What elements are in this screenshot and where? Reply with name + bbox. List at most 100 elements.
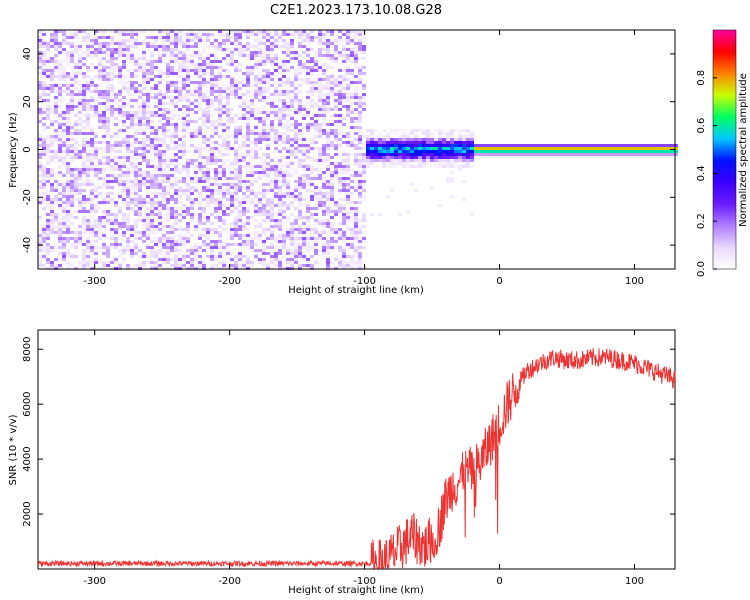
heatmap-cell xyxy=(66,156,70,159)
heatmap-cell xyxy=(214,96,218,99)
heatmap-cell xyxy=(238,186,242,189)
heatmap-cell xyxy=(262,204,266,207)
heatmap-cell xyxy=(470,165,474,168)
heatmap-cell xyxy=(194,147,198,150)
heatmap-cell xyxy=(298,186,302,189)
heatmap-cell xyxy=(334,213,338,216)
heatmap-cell xyxy=(346,138,350,141)
heatmap-cell xyxy=(110,243,114,246)
heatmap-cell xyxy=(234,120,238,123)
heatmap-cell xyxy=(494,144,498,147)
heatmap-cell xyxy=(94,51,98,54)
heatmap-cell xyxy=(54,219,58,222)
heatmap-cell xyxy=(126,201,130,204)
heatmap-cell xyxy=(110,156,114,159)
heatmap-cell xyxy=(214,228,218,231)
heatmap-cell xyxy=(74,132,78,135)
heatmap-cell xyxy=(350,78,354,81)
heatmap-cell xyxy=(282,234,286,237)
heatmap-cell xyxy=(266,135,270,138)
heatmap-cell xyxy=(130,252,134,255)
heatmap-cell xyxy=(570,147,574,150)
heatmap-cell xyxy=(178,36,182,39)
heatmap-cell xyxy=(358,51,362,54)
heatmap-cell xyxy=(38,243,42,246)
heatmap-cell xyxy=(338,183,342,186)
heatmap-cell xyxy=(150,231,154,234)
heatmap-cell xyxy=(42,72,46,75)
heatmap-cell xyxy=(86,132,90,135)
heatmap-cell xyxy=(82,156,86,159)
heatmap-cell xyxy=(446,165,450,168)
heatmap-cell xyxy=(70,45,74,48)
heatmap-cell xyxy=(226,93,230,96)
heatmap-cell xyxy=(102,246,106,249)
heatmap-cell xyxy=(422,147,426,150)
heatmap-cell xyxy=(274,261,278,264)
heatmap-cell xyxy=(194,255,198,258)
heatmap-cell xyxy=(378,213,382,216)
heatmap-cell xyxy=(202,93,206,96)
heatmap-cell xyxy=(366,153,370,156)
heatmap-cell xyxy=(178,192,182,195)
heatmap-cell xyxy=(270,45,274,48)
heatmap-cell xyxy=(282,93,286,96)
heatmap-cell xyxy=(58,234,62,237)
heatmap-cell xyxy=(90,162,94,165)
heatmap-cell xyxy=(362,216,366,219)
heatmap-cell xyxy=(258,30,262,33)
heatmap-cell xyxy=(214,156,218,159)
heatmap-cell xyxy=(122,198,126,201)
heatmap-cell xyxy=(122,162,126,165)
heatmap-cell xyxy=(134,180,138,183)
heatmap-cell xyxy=(174,177,178,180)
heatmap-cell xyxy=(206,120,210,123)
heatmap-cell xyxy=(622,147,626,150)
heatmap-cell xyxy=(194,186,198,189)
heatmap-cell xyxy=(46,108,50,111)
heatmap-cell xyxy=(42,87,46,90)
heatmap-cell xyxy=(162,171,166,174)
heatmap-cell xyxy=(218,246,222,249)
heatmap-cell xyxy=(206,72,210,75)
heatmap-cell xyxy=(334,90,338,93)
heatmap-cell xyxy=(106,183,110,186)
heatmap-cell xyxy=(70,156,74,159)
heatmap-cell xyxy=(46,93,50,96)
heatmap-cell xyxy=(334,168,338,171)
colorbar-tick-label: 0.4 xyxy=(696,165,707,181)
heatmap-cell xyxy=(214,168,218,171)
heatmap-cell xyxy=(62,243,66,246)
heatmap-cell xyxy=(154,39,158,42)
heatmap-cell xyxy=(62,72,66,75)
heatmap-cell xyxy=(294,111,298,114)
heatmap-cell xyxy=(118,261,122,264)
heatmap-cell xyxy=(210,81,214,84)
heatmap-cell xyxy=(142,90,146,93)
heatmap-cell xyxy=(258,51,262,54)
heatmap-cell xyxy=(334,129,338,132)
heatmap-cell xyxy=(62,84,66,87)
heatmap-cell xyxy=(270,138,274,141)
heatmap-cell xyxy=(246,75,250,78)
heatmap-cell xyxy=(246,123,250,126)
heatmap-cell xyxy=(194,177,198,180)
heatmap-cell xyxy=(402,129,406,132)
heatmap-cell xyxy=(158,141,162,144)
heatmap-cell xyxy=(306,240,310,243)
heatmap-cell xyxy=(50,135,54,138)
heatmap-cell xyxy=(66,108,70,111)
heatmap-cell xyxy=(38,120,42,123)
heatmap-cell xyxy=(58,150,62,153)
heatmap-cell xyxy=(286,261,290,264)
heatmap-cell xyxy=(294,258,298,261)
heatmap-cell xyxy=(302,243,306,246)
heatmap-cell xyxy=(42,198,46,201)
heatmap-cell xyxy=(238,183,242,186)
heatmap-cell xyxy=(178,228,182,231)
heatmap-cell xyxy=(222,111,226,114)
heatmap-cell xyxy=(222,84,226,87)
heatmap-cell xyxy=(358,42,362,45)
heatmap-cell xyxy=(86,168,90,171)
heatmap-cell xyxy=(278,39,282,42)
